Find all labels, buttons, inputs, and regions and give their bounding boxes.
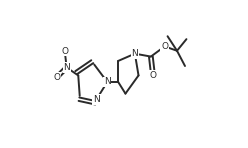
Text: O: O [161, 42, 168, 51]
Text: N: N [104, 78, 111, 86]
Text: O: O [150, 71, 156, 80]
Text: N: N [93, 95, 100, 104]
Text: N: N [63, 63, 70, 72]
Text: N: N [131, 49, 138, 58]
Text: O: O [53, 73, 61, 82]
Text: O: O [61, 47, 68, 56]
